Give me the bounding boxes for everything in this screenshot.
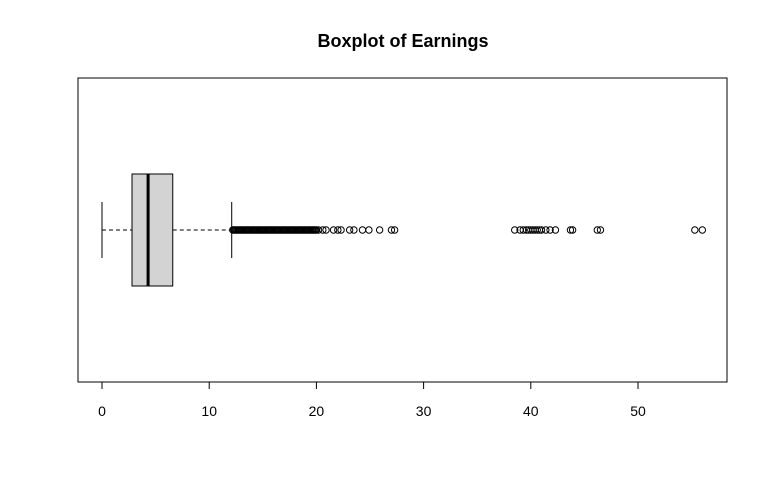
outlier-point (596, 226, 605, 234)
outlier-point (319, 226, 327, 234)
outlier-point (568, 226, 577, 234)
outlier-point (334, 226, 342, 234)
x-tick-label: 20 (309, 403, 325, 419)
outlier-point (314, 226, 323, 234)
outlier-point (551, 226, 560, 234)
outlier-point (322, 226, 330, 234)
outlier-point (350, 226, 358, 234)
chart-title: Boxplot of Earnings (318, 31, 489, 51)
outlier-point (698, 226, 707, 234)
outlier-point (537, 226, 546, 234)
outlier-point (533, 226, 541, 234)
outlier-point (365, 226, 373, 234)
outlier-point (345, 226, 354, 234)
outlier-point (691, 226, 699, 234)
outlier-point (542, 226, 550, 234)
x-tick-label: 30 (416, 403, 432, 419)
iqr-box (131, 173, 174, 287)
outlier-point (546, 226, 554, 234)
x-tick-label: 0 (98, 403, 106, 419)
outlier-point (329, 226, 338, 234)
outlier-point (375, 226, 384, 234)
outlier-point (337, 226, 345, 234)
outlier-point (390, 226, 399, 234)
outlier-points (229, 226, 707, 234)
box-plot (101, 173, 233, 287)
outlier-point (358, 226, 367, 234)
x-tick-label: 40 (523, 403, 539, 419)
x-tick-label: 50 (630, 403, 646, 419)
outlier-point (566, 226, 575, 234)
x-axis: 0 10 20 30 40 50 (98, 381, 646, 419)
x-tick-label: 10 (201, 403, 217, 419)
outlier-point (511, 226, 519, 234)
outlier-point (387, 226, 396, 234)
outlier-point (593, 226, 601, 234)
outlier-point (519, 226, 527, 234)
